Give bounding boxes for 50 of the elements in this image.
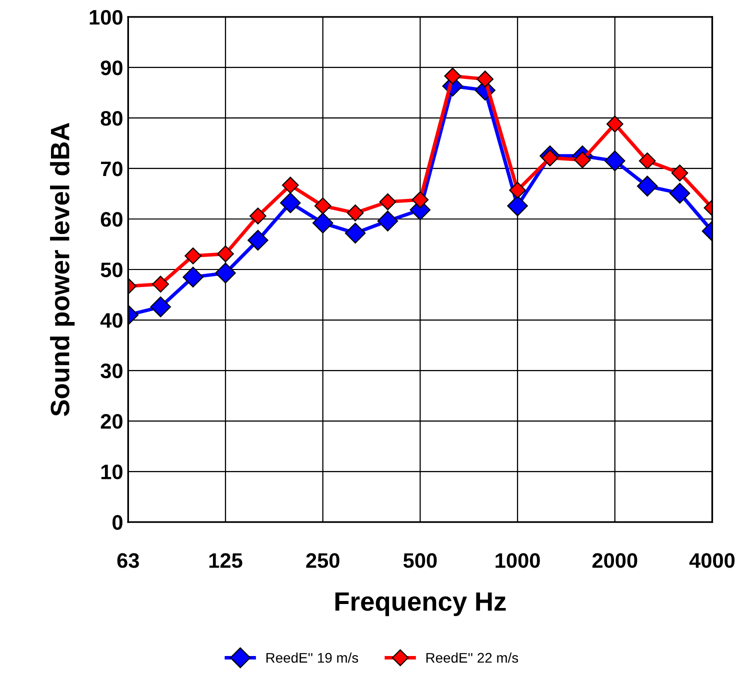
point: [152, 276, 169, 293]
x-tick-label: 2000: [592, 553, 638, 568]
point: [638, 152, 656, 170]
point: [509, 182, 526, 199]
point: [182, 266, 204, 288]
x-axis-title: Frequency Hz: [335, 592, 506, 616]
x-tick-label: 63: [117, 553, 139, 568]
y-tick-label: 70: [101, 161, 122, 176]
point: [574, 151, 591, 168]
point: [606, 116, 624, 132]
x-tick-label: 500: [403, 553, 437, 568]
point: [507, 195, 528, 216]
y-tick-label: 100: [90, 10, 122, 25]
point: [314, 197, 332, 214]
point: [344, 222, 366, 244]
point: [379, 193, 396, 210]
y-tick-label: 90: [100, 60, 122, 76]
point: [669, 182, 690, 204]
point: [346, 204, 364, 222]
x-tick-label: 250: [306, 553, 340, 568]
point: [282, 176, 299, 194]
point: [184, 247, 202, 264]
y-tick-label: 10: [101, 464, 122, 480]
point: [250, 208, 266, 224]
x-tick-label: 1000: [496, 553, 540, 568]
y-axis-title: Sound power level dBA: [50, 122, 75, 416]
x-tick-label: 125: [209, 553, 242, 568]
x-tick-label: 4000: [689, 553, 735, 568]
point: [280, 192, 301, 214]
point: [215, 262, 236, 284]
legend-label: ReedE'' 19 m/s: [266, 652, 358, 663]
y-tick-label: 80: [100, 110, 122, 126]
point: [636, 176, 658, 197]
y-tick-label: 20: [100, 414, 122, 429]
y-tick-label: 30: [100, 364, 122, 378]
point: [217, 245, 234, 262]
point: [444, 68, 462, 84]
y-tick-label: 40: [100, 313, 122, 328]
point: [604, 150, 626, 172]
point: [150, 296, 171, 318]
point: [312, 212, 334, 234]
point: [412, 191, 429, 208]
y-tick-label: 0: [112, 515, 122, 530]
point: [671, 164, 688, 182]
legend-label: ReedE'' 22 m/s: [426, 652, 518, 663]
point: [248, 230, 268, 251]
point: [476, 70, 494, 88]
y-tick-label: 50: [100, 262, 122, 278]
y-tick-label: 60: [100, 212, 122, 227]
point: [377, 210, 398, 232]
